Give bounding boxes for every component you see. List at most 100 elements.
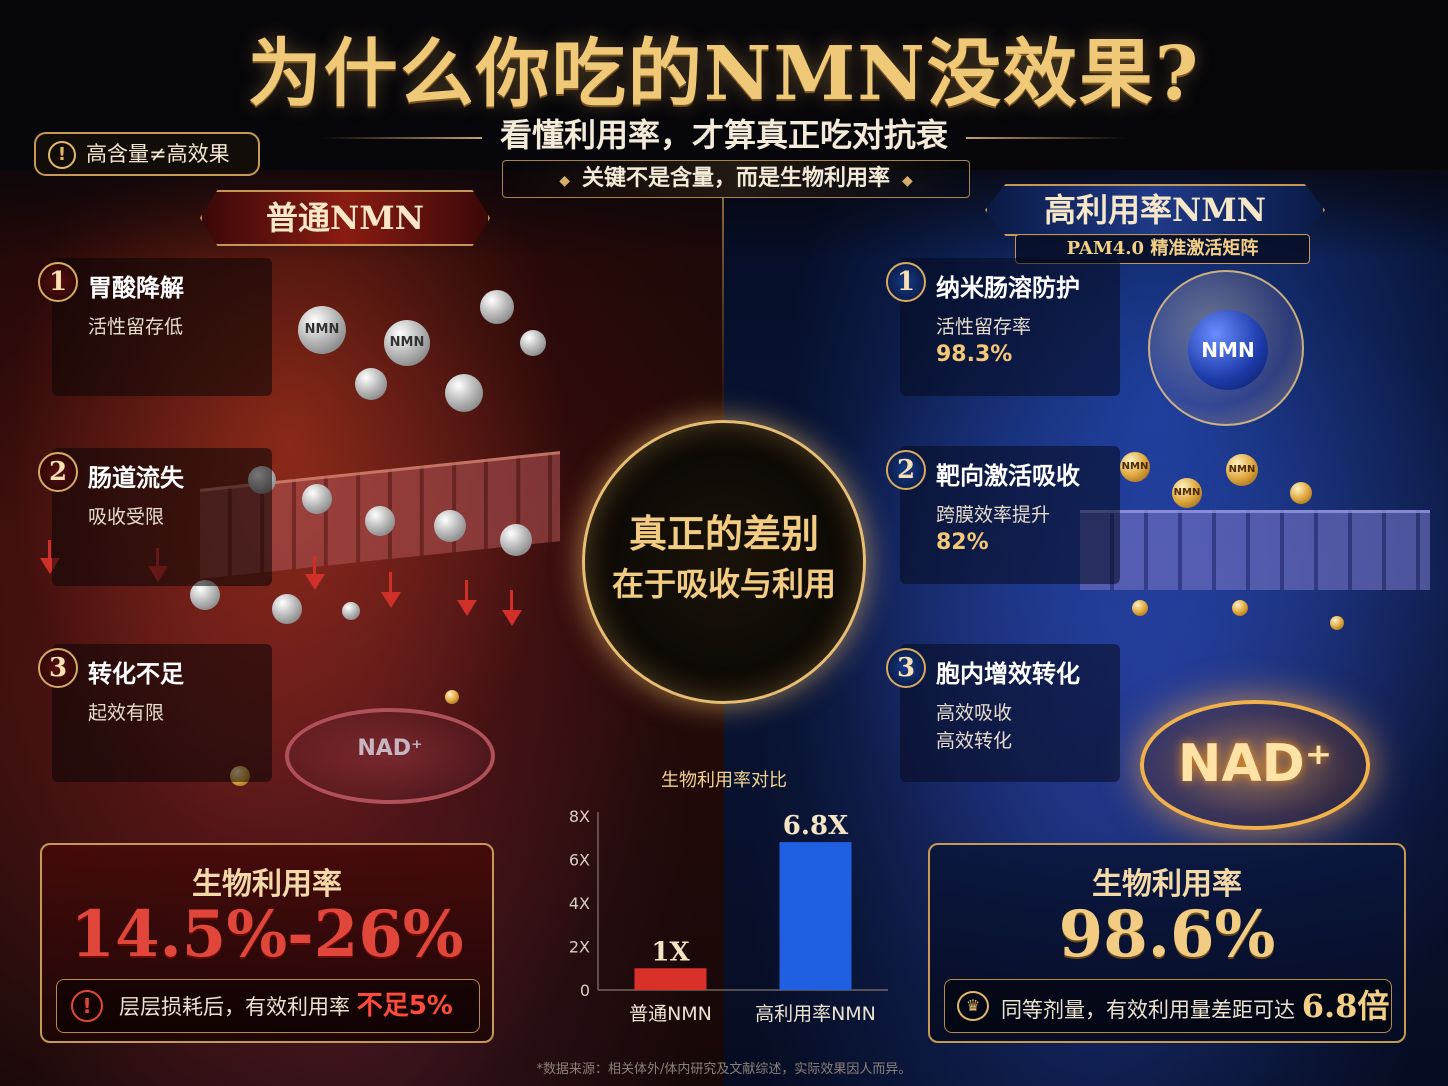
right-step-3: 3 胞内增效转化 高效吸收 高效转化 bbox=[886, 644, 1120, 782]
key-message-text: 关键不是含量，而是生物利用率 bbox=[581, 166, 890, 191]
mitochondria-illustration-right: NAD⁺ bbox=[1140, 700, 1370, 830]
exclamation-icon: ! bbox=[48, 141, 76, 169]
step-desc: 起效有限 bbox=[88, 702, 165, 724]
mitochondria-illustration-left: NAD⁺ bbox=[285, 708, 495, 804]
particle bbox=[355, 368, 387, 400]
card-label: 生物利用率 bbox=[192, 867, 342, 902]
chart-title: 生物利用率对比 bbox=[661, 770, 787, 791]
card-note-text: 同等剂量，有效利用量差距可达 bbox=[1001, 998, 1295, 1022]
banner-high-nmn: 高利用率NMN bbox=[985, 184, 1325, 236]
card-regular-nmn: 生物利用率 14.5%-26% ! 层层损耗后，有效利用率 不足5% bbox=[40, 843, 494, 1043]
nmn-core: NMN bbox=[1188, 310, 1268, 390]
loss-arrow-head bbox=[305, 574, 325, 590]
crown-icon: ♛ bbox=[957, 991, 989, 1021]
step-number: 1 bbox=[38, 262, 78, 302]
loss-arrow bbox=[313, 556, 316, 576]
step-number: 3 bbox=[886, 648, 926, 688]
category-label: 高利用率NMN bbox=[755, 1003, 876, 1025]
banner-regular-nmn: 普通NMN bbox=[200, 190, 490, 246]
divider-line bbox=[966, 136, 1126, 139]
nmn-orb bbox=[302, 484, 332, 514]
step-desc: 活性留存低 bbox=[88, 316, 184, 338]
nmn-orb: NMN bbox=[298, 306, 346, 354]
warning-pill-text: 高含量≠高效果 bbox=[86, 142, 230, 166]
y-tick-label: 2X bbox=[569, 938, 590, 957]
left-step-1: 1 胃酸降解 活性留存低 bbox=[38, 258, 272, 396]
card-note: ♛ 同等剂量，有效利用量差距可达 6.8倍 bbox=[944, 979, 1392, 1033]
loss-arrow bbox=[465, 580, 468, 602]
bar-0 bbox=[634, 968, 707, 990]
step-number: 2 bbox=[38, 452, 78, 492]
center-badge: 真正的差别 在于吸收与利用 bbox=[582, 420, 866, 704]
diamond-icon: ◆ bbox=[902, 173, 913, 189]
particle bbox=[445, 374, 483, 412]
exclamation-icon: ! bbox=[71, 990, 103, 1022]
step-title: 胞内增效转化 bbox=[936, 660, 1080, 688]
step-number: 2 bbox=[886, 450, 926, 490]
bar-1 bbox=[779, 842, 852, 990]
step-title: 胃酸降解 bbox=[88, 274, 184, 302]
bioavailability-bar-chart: 0 2X 4X 6X 8X 1X 普通NMN 6.8X 高利用率NMN bbox=[569, 807, 888, 1025]
page-title: 为什么你吃的NMN没效果? bbox=[247, 31, 1201, 117]
loss-arrow bbox=[389, 572, 392, 594]
y-tick-label: 4X bbox=[569, 894, 590, 913]
data-label: 6.8X bbox=[783, 811, 849, 841]
nmn-orb: NMN bbox=[1226, 454, 1258, 486]
footnote: *数据来源：相关体外/体内研究及文献综述，实际效果因人而异。 bbox=[536, 1062, 912, 1077]
particle bbox=[272, 594, 302, 624]
y-tick-label: 8X bbox=[569, 807, 590, 826]
card-value: 98.6% bbox=[1058, 897, 1276, 972]
left-step-3: 3 转化不足 起效有限 bbox=[38, 644, 272, 782]
particle bbox=[342, 602, 360, 620]
membrane-illustration bbox=[1080, 510, 1430, 590]
loss-arrow bbox=[48, 540, 51, 560]
warning-pill: ! 高含量≠高效果 bbox=[34, 132, 260, 176]
card-value: 14.5%-26% bbox=[70, 897, 464, 972]
center-line-1: 真正的差别 bbox=[628, 511, 819, 556]
center-divider bbox=[722, 198, 724, 418]
nad-label: NAD⁺ bbox=[1177, 734, 1333, 794]
data-label: 1X bbox=[651, 937, 690, 967]
page-subtitle: 看懂利用率，才算真正吃对抗衰 bbox=[0, 110, 1448, 156]
card-label: 生物利用率 bbox=[1092, 867, 1242, 902]
loss-arrow-head bbox=[457, 600, 477, 616]
step-value: 82% bbox=[936, 530, 989, 555]
step-title: 转化不足 bbox=[88, 660, 184, 688]
left-step-2: 2 肠道流失 吸收受限 bbox=[38, 448, 272, 586]
particle bbox=[480, 290, 514, 324]
right-step-1: 1 纳米肠溶防护 活性留存率 98.3% bbox=[886, 258, 1120, 396]
particle bbox=[1290, 482, 1312, 504]
nmn-orb bbox=[500, 524, 532, 556]
particle bbox=[1232, 600, 1248, 616]
y-tick-label: 0 bbox=[580, 981, 590, 1000]
step-desc: 活性留存率 bbox=[936, 316, 1032, 338]
nmn-orb bbox=[365, 506, 395, 536]
key-message-bar: ◆ 关键不是含量，而是生物利用率 ◆ bbox=[502, 160, 970, 198]
nmn-orb: NMN bbox=[1120, 452, 1150, 482]
nmn-orb bbox=[434, 510, 466, 542]
step-desc-2: 高效转化 bbox=[936, 730, 1013, 752]
step-desc: 高效吸收 bbox=[936, 702, 1013, 724]
loss-arrow-head bbox=[381, 592, 401, 608]
nano-capsule-illustration: NMN bbox=[1148, 270, 1304, 426]
particle bbox=[520, 330, 546, 356]
step-title: 靶向激活吸收 bbox=[936, 462, 1080, 490]
diamond-icon: ◆ bbox=[559, 173, 570, 189]
step-desc: 吸收受限 bbox=[88, 506, 165, 528]
nmn-orb: NMN bbox=[384, 320, 430, 366]
right-step-2: 2 靶向激活吸收 跨膜效率提升 82% bbox=[886, 446, 1120, 584]
loss-arrow bbox=[510, 590, 513, 612]
particle bbox=[445, 690, 459, 704]
step-title: 肠道流失 bbox=[88, 464, 184, 492]
y-tick-label: 6X bbox=[569, 851, 590, 870]
card-note-text: 层层损耗后，有效利用率 bbox=[119, 995, 350, 1019]
step-number: 3 bbox=[38, 648, 78, 688]
divider-line bbox=[321, 136, 482, 139]
step-number: 1 bbox=[886, 262, 926, 302]
center-line-2: 在于吸收与利用 bbox=[611, 565, 836, 603]
card-note-highlight: 6.8倍 bbox=[1301, 987, 1390, 1025]
subtitle-text: 看懂利用率，才算真正吃对抗衰 bbox=[499, 116, 948, 154]
nmn-orb: NMN bbox=[1172, 478, 1202, 508]
loss-arrow-head bbox=[502, 610, 522, 626]
